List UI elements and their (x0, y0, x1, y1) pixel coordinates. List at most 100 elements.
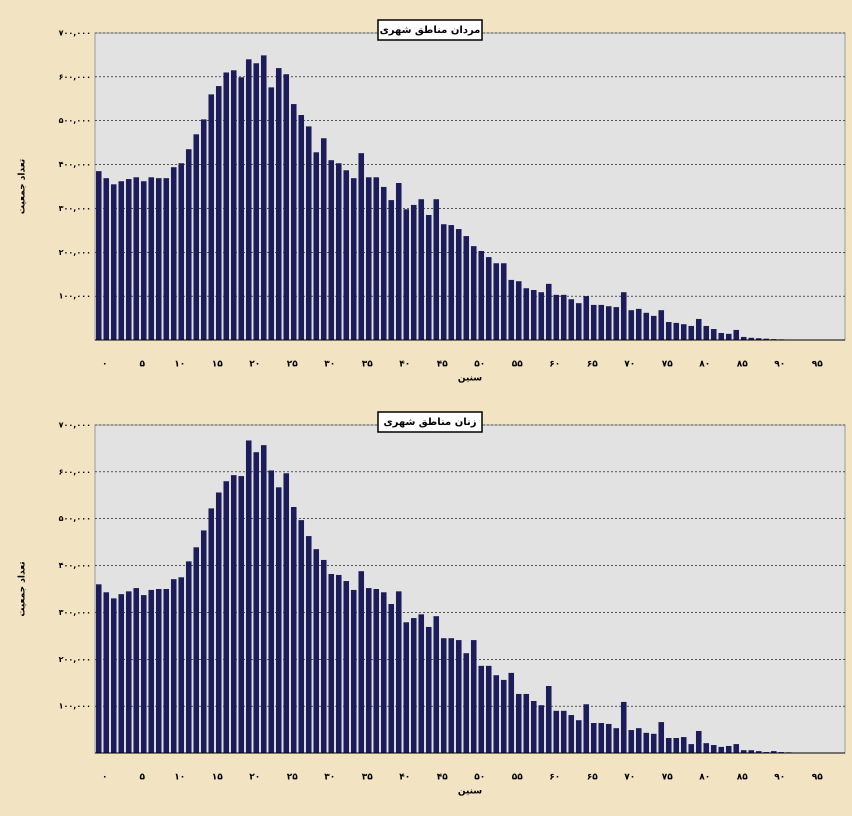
bar (95, 584, 102, 753)
bar (193, 547, 200, 753)
x-tick-label: ۵ (140, 773, 146, 783)
bar (328, 574, 335, 753)
bar (605, 723, 612, 753)
x-tick-label: ۹۰ (774, 773, 785, 783)
bar (350, 178, 357, 340)
x-tick-label: ۲۰ (249, 360, 260, 370)
bar (688, 744, 695, 753)
bar (403, 622, 410, 753)
bar (470, 246, 477, 340)
bar (583, 296, 590, 340)
chart-title: مردان مناطق شهری (380, 25, 481, 36)
bar (620, 292, 627, 340)
x-tick-label: ۲۰ (249, 773, 260, 783)
bar (545, 685, 552, 753)
bar (485, 257, 492, 340)
bar (328, 160, 335, 340)
x-tick-label: ۶۵ (587, 360, 598, 370)
bar (448, 225, 455, 340)
bar (343, 170, 350, 340)
x-axis-label: سنین (458, 374, 482, 384)
x-tick-label: ۴۵ (437, 773, 448, 783)
x-tick-label: ۲۵ (287, 360, 298, 370)
bar (125, 591, 132, 753)
y-tick-label: ۲۰۰,۰۰۰ (59, 248, 91, 257)
bar (403, 209, 410, 340)
bar (605, 306, 612, 340)
bar (673, 738, 680, 753)
x-tick-label: ۹۰ (774, 360, 785, 370)
bar (185, 149, 192, 340)
bar (500, 263, 507, 340)
x-tick-label: ۱۵ (212, 360, 223, 370)
bar (590, 304, 597, 340)
bar (208, 94, 215, 341)
bar (478, 665, 485, 753)
bar (508, 672, 515, 753)
bar (613, 307, 620, 340)
bar (388, 200, 395, 340)
plot-area (94, 32, 846, 341)
bar (688, 325, 695, 340)
bar (155, 589, 162, 753)
x-tick-label: ۸۰ (699, 773, 710, 783)
bar (523, 693, 530, 753)
bar (748, 337, 755, 340)
bar (628, 310, 635, 340)
bar (230, 70, 237, 341)
bar (665, 322, 672, 340)
bar (650, 733, 657, 753)
bar (388, 603, 395, 753)
y-tick-label: ۶۰۰,۰۰۰ (59, 72, 91, 81)
bar (680, 737, 687, 753)
bar (170, 167, 177, 340)
bar (163, 589, 170, 753)
bar (298, 115, 305, 341)
x-tick-label: ۲۵ (287, 773, 298, 783)
bar (493, 263, 500, 340)
chart-title: زنان مناطق شهری (383, 417, 476, 428)
bar (358, 571, 365, 753)
bar (178, 577, 185, 753)
x-tick-label: ۳۰ (324, 773, 335, 783)
bar (268, 87, 275, 340)
bar (148, 589, 155, 753)
bar (710, 745, 717, 753)
y-tick-label: ۳۰۰,۰۰۰ (59, 608, 91, 617)
bar (568, 715, 575, 753)
bar (770, 751, 777, 753)
bar (553, 294, 560, 340)
bar (658, 310, 665, 340)
bar (523, 288, 530, 340)
bar (538, 292, 545, 340)
x-tick-label: ۰ (102, 360, 108, 370)
bar (748, 750, 755, 753)
x-tick-label: ۹۵ (812, 360, 823, 370)
bar (545, 283, 552, 340)
bar (485, 665, 492, 753)
bar (418, 199, 425, 340)
bar (365, 588, 372, 753)
bar (260, 445, 267, 753)
bar (140, 181, 147, 340)
bar (433, 616, 440, 753)
bar (733, 329, 740, 340)
bar (260, 55, 267, 341)
x-tick-label: ۱۵ (212, 773, 223, 783)
bar (425, 626, 432, 753)
y-tick-label: ۵۰۰,۰۰۰ (59, 514, 91, 523)
y-tick-label: ۳۰۰,۰۰۰ (59, 204, 91, 213)
x-tick-label: ۷۵ (662, 360, 673, 370)
bar (313, 152, 320, 340)
bar (335, 163, 342, 340)
bar (343, 581, 350, 753)
bar (380, 186, 387, 340)
y-axis-label: تعداد جمعیت (18, 159, 28, 214)
bar (418, 614, 425, 753)
bar (380, 592, 387, 753)
bar (455, 640, 462, 753)
bar (725, 333, 732, 340)
bar (553, 710, 560, 753)
y-tick-label: ۱۰۰,۰۰۰ (59, 702, 91, 711)
bar (133, 588, 140, 753)
